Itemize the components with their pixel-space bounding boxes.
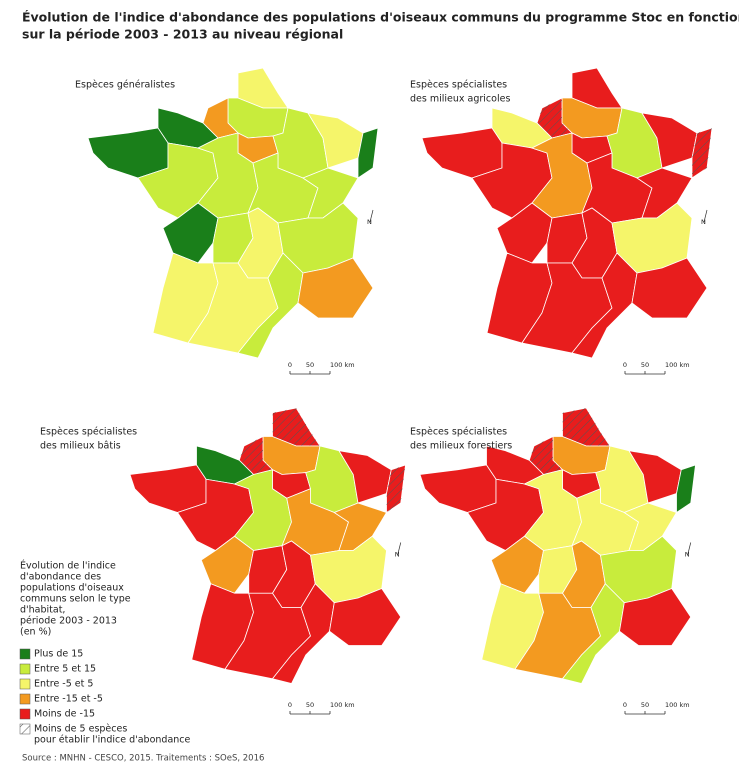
north-arrow — [687, 542, 692, 555]
north-label: N — [367, 218, 372, 226]
map-title: des milieux agricoles — [410, 94, 510, 105]
legend-swatch — [19, 708, 31, 720]
map-title: des milieux forestiers — [410, 441, 512, 452]
north-label: N — [685, 551, 690, 559]
legend-label: Entre 5 et 15 — [34, 664, 96, 675]
north-arrow — [397, 542, 402, 555]
scale-label: 0 — [288, 361, 292, 369]
region — [561, 583, 625, 684]
region — [421, 127, 503, 179]
legend-title: populations d'oiseaux — [20, 583, 124, 594]
north-arrow — [369, 209, 374, 223]
region-hatch — [272, 408, 320, 446]
legend-title: communs selon le type — [20, 594, 131, 605]
legend-label: Entre -15 et -5 — [34, 694, 103, 705]
legend-title: période 2003 - 2013 — [20, 616, 117, 627]
region-hatch — [529, 436, 563, 475]
region — [676, 464, 696, 514]
map-title: Espèces spécialistes — [410, 427, 507, 438]
region — [297, 257, 374, 319]
map: Espèces spécialistes des milieux forestie… — [410, 407, 696, 715]
scale-label: 100 km — [330, 701, 355, 709]
region — [631, 257, 708, 319]
legend-swatch — [19, 678, 31, 690]
region — [237, 252, 304, 359]
legend-label: Moins de 5 espèces — [34, 724, 127, 735]
legend-swatch — [19, 693, 31, 705]
source: Source : MNHN - CESCO, 2015. Traitements… — [22, 754, 264, 764]
region-hatch — [537, 98, 572, 138]
title: sur la période 2003 - 2013 au niveau rég… — [22, 27, 343, 42]
scale-label: 50 — [306, 361, 314, 369]
map-title: des milieux bâtis — [40, 441, 121, 452]
scale-label: 0 — [288, 701, 292, 709]
map: Espèces généralistes 0 50 100 km N — [75, 67, 379, 375]
legend-swatch — [19, 663, 31, 675]
legend-label: Entre -5 et 5 — [34, 679, 93, 690]
map-title: Espèces spécialistes — [40, 427, 137, 438]
region — [271, 583, 335, 684]
north-label: N — [701, 218, 706, 226]
region — [419, 464, 497, 513]
legend-title: d'habitat, — [20, 605, 65, 616]
north-label: N — [395, 551, 400, 559]
scale-label: 100 km — [665, 361, 690, 369]
region — [496, 202, 553, 264]
map-title: Espèces spécialistes — [410, 80, 507, 91]
region-hatch — [692, 128, 712, 178]
region — [329, 588, 402, 646]
scale-label: 50 — [306, 701, 314, 709]
region — [87, 127, 169, 179]
scale-label: 0 — [623, 361, 627, 369]
title: Évolution de l'indice d'abondance des po… — [22, 10, 739, 25]
scale-label: 50 — [641, 361, 649, 369]
legend-title: Évolution de l'indice — [20, 560, 116, 572]
map-title: Espèces généralistes — [75, 80, 175, 91]
map: Espèces spécialistes des milieux bâtis 0 50… — [40, 407, 406, 715]
region — [490, 535, 544, 594]
region — [357, 127, 379, 179]
region — [162, 202, 219, 264]
region — [129, 464, 207, 513]
legend-label: Moins de -15 — [34, 709, 95, 720]
legend-title: d'abondance des — [20, 572, 101, 583]
legend-label: pour établir l'indice d'abondance — [34, 735, 191, 746]
region-hatch — [386, 465, 406, 513]
legend-swatch — [19, 648, 31, 660]
scale-label: 100 km — [665, 701, 690, 709]
region — [619, 588, 692, 646]
scale-label: 50 — [641, 701, 649, 709]
legend-hatch — [20, 724, 30, 734]
region-hatch — [562, 408, 610, 446]
scale-label: 0 — [623, 701, 627, 709]
map: Espèces spécialistes des milieux agricole… — [410, 67, 713, 375]
region-hatch — [239, 436, 273, 475]
north-arrow — [703, 209, 708, 223]
region — [200, 535, 254, 594]
scale-label: 100 km — [330, 361, 355, 369]
region — [571, 252, 638, 359]
legend-title: (en %) — [20, 627, 51, 638]
legend-label: Plus de 15 — [34, 649, 83, 660]
